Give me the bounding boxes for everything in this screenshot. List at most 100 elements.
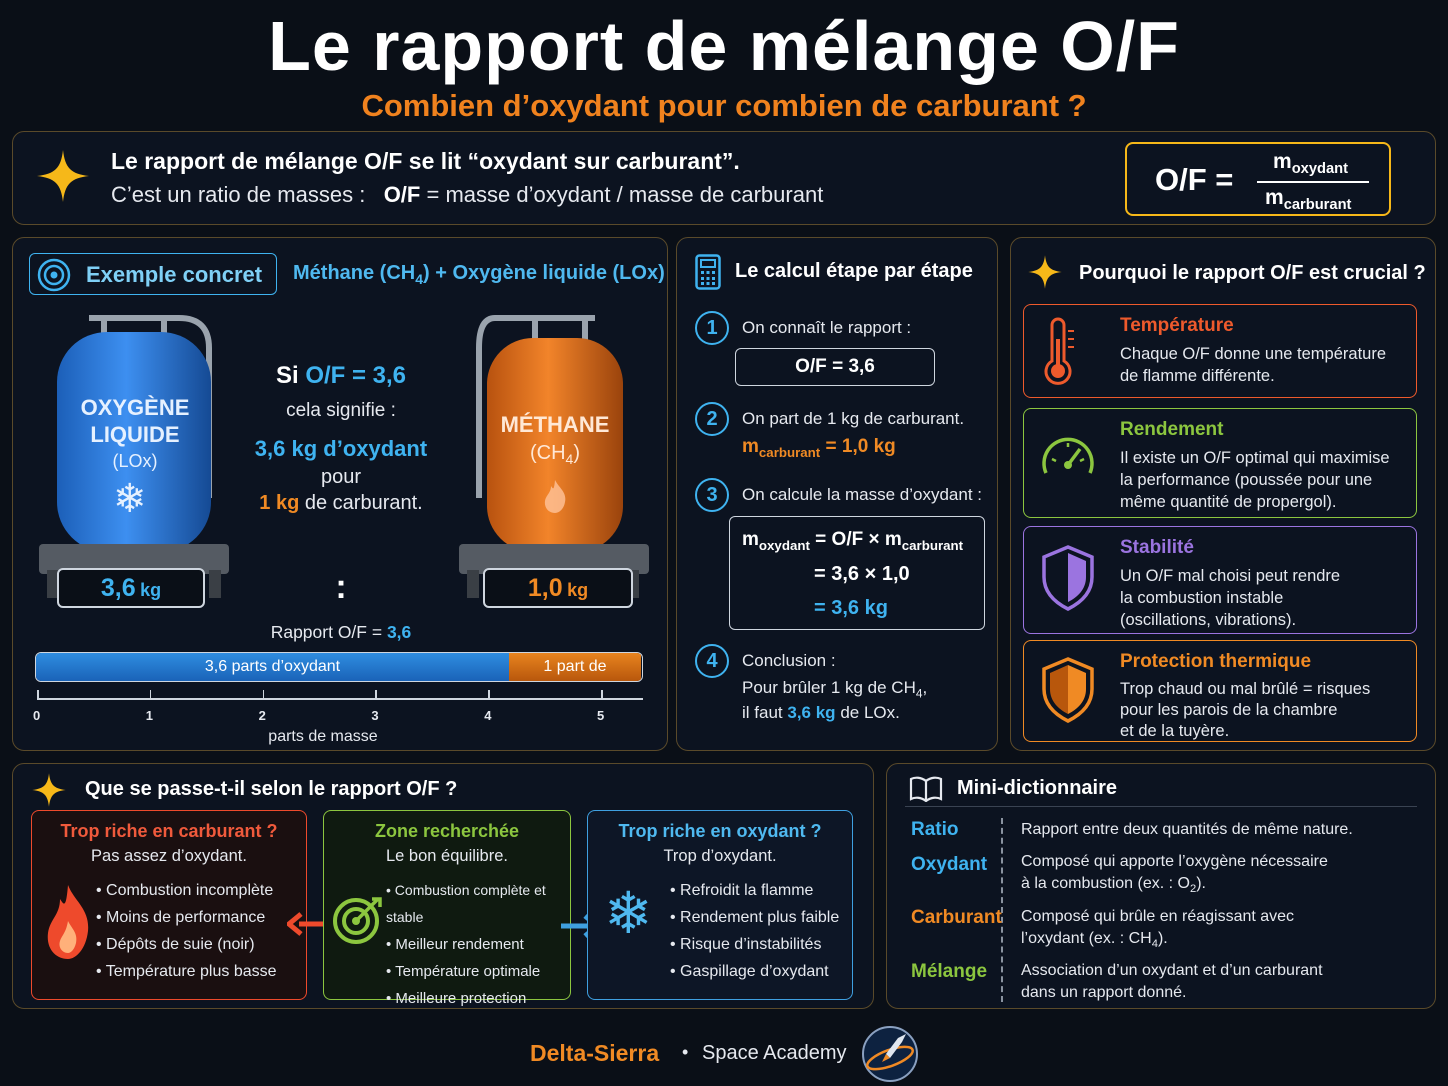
why-title: Pourquoi le rapport O/F est crucial ? — [1079, 262, 1426, 284]
footer-dot: • — [682, 1042, 689, 1062]
axis-tick-mark — [149, 690, 152, 700]
fire-icon — [47, 885, 89, 959]
step-3-number: 3 — [695, 478, 729, 512]
lox-mass-unit: kg — [140, 580, 162, 600]
card-protection-title: Protection thermique — [1120, 651, 1312, 672]
step-2-m: m — [742, 436, 759, 457]
step-3-eq3a: = — [814, 597, 826, 619]
lox-tank-label-2: LIQUIDE — [90, 422, 180, 447]
dict-def-oxydant-l2: à la combustion (ex. : O2). — [1021, 873, 1328, 900]
card-rendement: Rendement Il existe un O/F optimal qui m… — [1023, 408, 1417, 518]
ratio-colon: : — [335, 568, 347, 606]
intro-line-2-prefix: C’est un ratio de masses : — [111, 182, 366, 207]
card-stabilite-l3: (oscillations, vibrations). — [1120, 611, 1297, 629]
list-item: • Combustion incomplète — [96, 882, 274, 899]
step-4-line-1: Pour brûler 1 kg de CH4, — [742, 678, 927, 700]
step-3-line-3: = 3,6 kg — [814, 597, 888, 620]
formula-denominator: mcarburant — [1265, 186, 1351, 213]
lox-tank-label-1: OXYGÈNE — [80, 395, 190, 420]
step-3-eq1sub: carburant — [901, 537, 964, 553]
step-1-box: O/F = 3,6 — [735, 348, 935, 386]
gauge-icon — [1042, 437, 1094, 474]
dictionary-divider — [905, 806, 1417, 807]
arrow-left-icon — [287, 912, 325, 936]
dict-def-oxydant-l2b: ). — [1196, 875, 1206, 892]
example-fuel-rest: de carburant. — [304, 492, 423, 514]
card-temperature: Température Chaque O/F donne une tempéra… — [1023, 304, 1417, 398]
step-3-line-1: moxydant = O/F × mcarburant — [742, 529, 963, 553]
list-item: • Température optimale — [386, 963, 541, 980]
shield-icon — [1042, 545, 1094, 611]
rocket-logo-icon — [862, 1026, 918, 1082]
ratio-bar-fuel-label: 1 part de carburant — [543, 658, 607, 675]
scenarios-panel: Que se passe-t-il selon le rapport O/F ?… — [12, 763, 874, 1009]
target-icon — [37, 258, 71, 292]
lox-tank-label-3: (LOx) — [112, 451, 158, 471]
dictionary-panel: Mini-dictionnaire Ratio Rapport entre de… — [886, 763, 1436, 1009]
scenario-target-title: Zone recherchée — [374, 821, 520, 841]
scenario-rich-ox-list: • Refroidit la flamme • Rendement plus f… — [670, 877, 839, 985]
snowflake-icon: ❄ — [113, 477, 147, 521]
step-1-number: 1 — [695, 311, 729, 345]
formula-num-sub: oxydant — [1291, 161, 1348, 178]
scenario-target-list: • Combustion complète et stable • Meille… — [386, 877, 570, 1012]
snowflake-icon: ❄ — [604, 881, 653, 946]
example-badge: Exemple concret — [29, 253, 277, 295]
step-1-text: On connaît le rapport : — [742, 318, 912, 337]
lox-tank-illustration — [39, 315, 229, 598]
card-protection-l3: et de la tuyère. — [1120, 722, 1230, 740]
star-icon — [32, 773, 66, 807]
scenario-rich-ox-title: Trop riche en oxydant ? — [618, 821, 822, 841]
axis-tick-mark — [37, 690, 39, 700]
ratio-bar-oxidizer: 3,6 parts d’oxydant — [36, 653, 509, 681]
step-3-eq1: = O/F × m — [815, 529, 902, 550]
dict-def-oxydant: Composé qui apporte l’oxygène nécessaire… — [1021, 851, 1328, 900]
card-protection-l2: pour les parois de la chambre — [1120, 701, 1338, 719]
axis-tick-label: 4 — [484, 708, 492, 723]
methane-tank-label-2: (CH4) — [487, 442, 623, 467]
axis-tick-mark — [262, 690, 265, 700]
example-si-line: Si O/F = 3,6 — [245, 362, 437, 390]
axis-tick-label: 1 — [145, 708, 154, 723]
dict-def-carburant-l2: l’oxydant (ex. : CH4). — [1021, 928, 1294, 955]
step-3-msub: oxydant — [758, 537, 810, 553]
example-subtitle-b: ) + Oxygène liquide (LOx) — [423, 262, 665, 284]
step-4-l2a: il faut — [742, 703, 783, 722]
step-2-sub: carburant — [758, 444, 821, 460]
lox-mass-display: 3,6 kg — [57, 568, 205, 608]
axis-tick-label: 3 — [371, 708, 379, 723]
example-fuel-line: 1 kg de carburant. — [239, 492, 443, 515]
fraction-line — [1257, 181, 1369, 183]
axis-tick-label: 0 — [33, 708, 41, 723]
calc-panel: Le calcul étape par étape 1 On connaît l… — [676, 237, 998, 751]
card-stabilite-l1: Un O/F mal choisi peut rendre — [1120, 567, 1341, 585]
methane-mass-unit: kg — [567, 580, 589, 600]
formula-box: O/F = moxydant mcarburant — [1125, 142, 1391, 216]
step-1-box-value: O/F = 3,6 — [795, 356, 875, 377]
scenario-rich-fuel-sub: Pas assez d’oxydant. — [91, 847, 247, 865]
footer: Delta-Sierra • Space Academy — [0, 1026, 1448, 1082]
card-stabilite-title: Stabilité — [1120, 537, 1194, 558]
dict-def-oxydant-l2a: à la combustion (ex. : O — [1021, 875, 1190, 892]
card-rendement-l2: la performance (poussée pour une — [1120, 471, 1373, 489]
axis-tick-mark — [375, 690, 377, 700]
dict-term-carburant: Carburant — [911, 907, 1002, 928]
card-temperature-desc: Chaque O/F donne une température de flam… — [1120, 343, 1386, 387]
dict-def-carburant-l1: Composé qui brûle en réagissant avec — [1021, 908, 1295, 925]
step-2-value: mcarburant = 1,0 kg — [742, 436, 896, 460]
scenarios-title: Que se passe-t-il selon le rapport O/F ? — [85, 778, 458, 800]
dict-def-melange-l2: dans un rapport donné. — [1021, 984, 1187, 1001]
star-icon — [37, 150, 89, 202]
card-rendement-title: Rendement — [1120, 419, 1224, 440]
dict-term-oxydant: Oxydant — [911, 854, 988, 875]
dict-def-melange: Association d’un oxydant et d’un carbura… — [1021, 960, 1323, 1004]
ratio-caption-value: 3,6 — [386, 622, 412, 642]
card-temperature-l2: de flamme différente. — [1120, 367, 1275, 385]
card-temperature-l1: Chaque O/F donne une température — [1120, 345, 1387, 363]
intro-line-2-formula: = masse d’oxydant / masse de carburant — [426, 182, 824, 207]
scenario-rich-fuel-list: • Combustion incomplète • Moins de perfo… — [96, 877, 277, 985]
scenario-target-sub: Le bon équilibre. — [385, 847, 508, 865]
list-item: • Dépôts de suie (noir) — [96, 936, 255, 953]
step-4-line-2: il faut 3,6 kg de LOx. — [742, 703, 900, 723]
why-panel: Pourquoi le rapport O/F est crucial ? Te… — [1010, 237, 1436, 751]
